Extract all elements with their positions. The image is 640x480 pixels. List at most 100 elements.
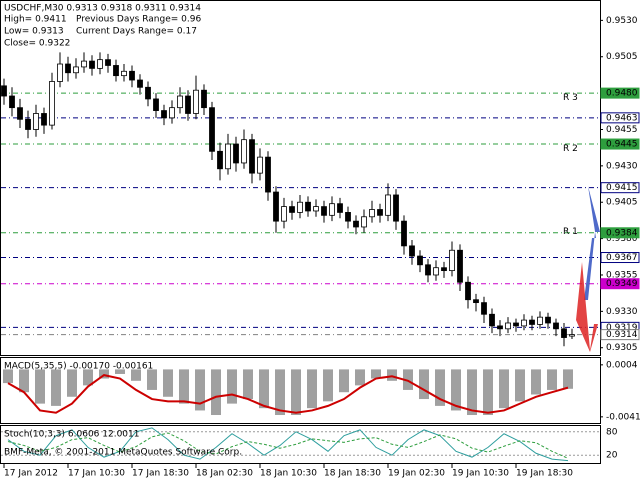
level-label: 0.9463: [606, 113, 638, 123]
candle-body: [569, 334, 575, 337]
level-label: 0.9367: [606, 253, 638, 263]
time-label: 19 Jan 02:30: [388, 469, 445, 479]
time-label: 19 Jan 18:30: [516, 469, 573, 479]
y-tick-label: 0.9505: [606, 52, 638, 62]
candle-body: [185, 95, 191, 114]
macd-bar: [19, 369, 29, 393]
time-label: 17 Jan 10:30: [68, 469, 125, 479]
macd-bar: [483, 369, 493, 416]
candle-body: [41, 113, 47, 126]
candle-body: [561, 328, 567, 338]
candle-body: [529, 319, 535, 325]
pivot-label: R 2: [563, 144, 578, 154]
candle-body: [457, 249, 463, 283]
candle-body: [313, 206, 319, 212]
candle-body: [393, 194, 399, 222]
candle-body: [497, 325, 503, 330]
candle-body: [545, 316, 551, 324]
level-label: 0.9445: [606, 140, 638, 150]
stoch-title: Stoch(10,3,3) 6.0606 12.0011: [4, 430, 139, 440]
macd-bar: [67, 369, 77, 397]
y-tick-label: 0.9355: [606, 270, 638, 280]
time-label: 18 Jan 10:30: [260, 469, 317, 479]
level-label: 0.9480: [606, 89, 638, 99]
y-tick-label: 0.9380: [606, 234, 638, 244]
candle-body: [65, 63, 71, 74]
y-tick-label: -0.00416: [606, 412, 640, 422]
candle-body: [329, 203, 335, 216]
candle-body: [9, 95, 15, 109]
stoch-main: [7, 427, 569, 462]
macd-bar: [83, 369, 93, 386]
level-label: 0.9319: [606, 323, 638, 333]
candle-body: [241, 139, 247, 164]
up-arrow: [584, 186, 600, 300]
candle-body: [417, 255, 423, 266]
macd-title: MACD(5,35,5) -0.00170 -0.00161: [4, 362, 153, 372]
macd-bar: [563, 369, 573, 389]
candle-body: [121, 70, 127, 77]
candle-body: [257, 156, 263, 174]
candle-body: [337, 203, 343, 213]
level-label-box: [600, 329, 640, 341]
candle-body: [273, 191, 279, 222]
candle-body: [113, 65, 119, 77]
candle-body: [281, 206, 287, 222]
level-label-box: [600, 252, 640, 264]
macd-bar: [515, 369, 525, 402]
candle-body: [153, 98, 159, 111]
y-tick-label: 0.9455: [606, 125, 638, 135]
time-label: 17 Jan 18:30: [132, 469, 189, 479]
time-label: 18 Jan 18:30: [324, 469, 381, 479]
level-label: 0.9415: [606, 183, 638, 193]
macd-bar: [179, 369, 189, 404]
macd-bar: [275, 369, 285, 416]
candle-body: [137, 79, 143, 88]
header-low: Low= 0.9313: [4, 27, 64, 37]
candle-body: [105, 59, 111, 66]
candle-body: [385, 194, 391, 216]
y-tick-label: 0.9530: [606, 16, 638, 26]
macd-bar: [435, 369, 445, 406]
header-prev-range: Previous Days Range= 0.96: [76, 15, 201, 25]
candle-body: [49, 81, 55, 126]
y-tick-label: 0.9305: [606, 343, 638, 353]
candle-body: [321, 206, 327, 216]
pivot-label: R 3: [563, 93, 578, 103]
plot-layer: 0.95300.95050.94550.94300.94050.93800.93…: [1, 16, 640, 479]
level-label: 0.9384: [606, 228, 638, 238]
candle-body: [305, 201, 311, 212]
candle-body: [17, 107, 23, 120]
pivot-label: R 1: [563, 227, 578, 237]
header-cur-range: Current Days Range= 0.17: [76, 27, 197, 37]
time-label: 17 Jan 2012: [4, 469, 58, 479]
candle-body: [25, 118, 31, 130]
candle-body: [481, 302, 487, 315]
candle-body: [345, 212, 351, 222]
candle-body: [177, 95, 183, 109]
candle-body: [553, 322, 559, 330]
level-label: 0.9314: [606, 330, 638, 340]
level-label-box: [600, 138, 640, 150]
macd-bar: [419, 369, 429, 400]
candle-body: [489, 313, 495, 327]
macd-bar: [51, 369, 61, 406]
macd-bar: [243, 369, 253, 400]
macd-signal: [7, 374, 569, 414]
stoch-signal: [7, 432, 569, 459]
candle-body: [129, 70, 135, 81]
macd-bar: [211, 369, 221, 416]
candle-body: [297, 201, 303, 213]
macd-bar: [387, 369, 397, 381]
y-tick-label: 80: [606, 427, 618, 437]
candle-body: [89, 60, 95, 69]
candle-body: [369, 209, 375, 218]
level-label-box: [600, 112, 640, 124]
macd-bar: [355, 369, 365, 386]
down-arrow: [576, 262, 598, 352]
macd-bar: [323, 369, 333, 402]
macd-bar: [163, 369, 173, 397]
header-high: High= 0.9411: [4, 15, 67, 25]
macd-bar: [195, 369, 205, 411]
